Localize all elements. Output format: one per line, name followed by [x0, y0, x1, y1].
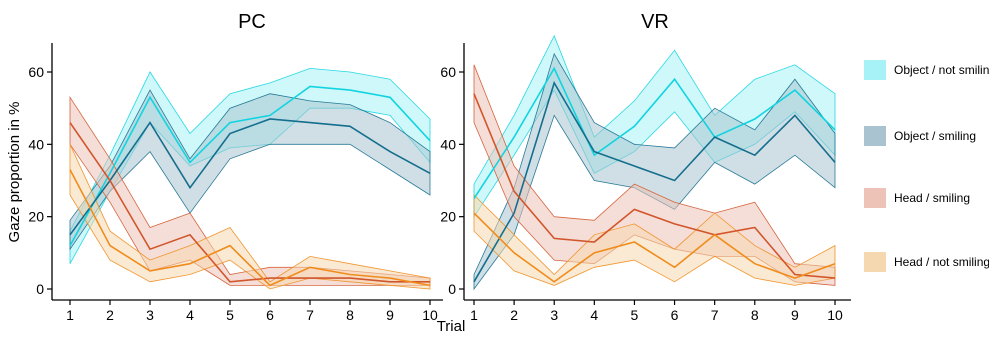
legend-label-head-smiling: Head / smiling [894, 191, 970, 205]
series-line-object-not-smiling [473, 66, 836, 200]
y-tick-label: 40 [28, 136, 44, 152]
y-tick-label: 40 [440, 136, 456, 152]
legend-label-head-not-smiling: Head / not smiling [894, 255, 989, 269]
legend-key-object-not-smiling [864, 60, 886, 80]
series-line-head-not-smiling [473, 212, 836, 283]
x-tick-label: 9 [386, 307, 394, 323]
x-tick-label: 7 [306, 307, 314, 323]
x-tick-label: 7 [711, 307, 719, 323]
x-tick-label: 2 [106, 307, 114, 323]
panel-title-pc: PC [238, 11, 266, 33]
x-tick-label: 6 [671, 307, 679, 323]
y-tick-label: 60 [28, 64, 44, 80]
series-line-object-smiling [69, 118, 431, 236]
x-tick-label: 10 [422, 307, 438, 323]
x-tick-label: 1 [470, 307, 478, 323]
y-tick-label: 60 [440, 64, 456, 80]
legend-key-object-smiling [864, 126, 886, 146]
x-tick-label: 3 [146, 307, 154, 323]
band-object-smiling [69, 89, 431, 251]
legend-label-object-not-smiling: Object / not smiling [894, 63, 989, 77]
y-tick-label: 20 [28, 209, 44, 225]
legend: Object / not smiling Object / smiling Head… [864, 60, 989, 272]
x-tick-label: 9 [791, 307, 799, 323]
series-line-head-not-smiling [69, 169, 431, 287]
panel-title-vr: VR [641, 11, 669, 33]
x-axis-title: Trial [437, 318, 466, 335]
x-tick-label: 8 [751, 307, 759, 323]
x-tick-label: 6 [266, 307, 274, 323]
band-head-not-smiling [69, 144, 431, 290]
x-tick-label: 1 [66, 307, 74, 323]
y-tick-label: 20 [440, 209, 456, 225]
x-tick-label: 8 [346, 307, 354, 323]
x-tick-label: 5 [226, 307, 234, 323]
legend-key-head-not-smiling [864, 252, 886, 272]
y-axis-title: Gaze proportion in % [6, 102, 23, 243]
x-tick-label: 4 [590, 307, 598, 323]
panel-pc: PC 0 20 40 60 1 2 3 4 5 6 7 8 9 10 [28, 11, 443, 323]
legend-label-object-smiling: Object / smiling [894, 129, 976, 143]
x-tick-label: 2 [510, 307, 518, 323]
series-line-object-not-smiling [69, 85, 431, 246]
band-object-smiling [473, 52, 836, 291]
x-tick-label: 4 [186, 307, 194, 323]
series-line-head-smiling [69, 122, 430, 283]
x-tick-label: 10 [827, 307, 843, 323]
y-tick-label: 0 [36, 281, 44, 297]
series-line-object-smiling [473, 80, 836, 283]
x-tick-label: 3 [550, 307, 558, 323]
legend-key-head-smiling [864, 188, 886, 208]
x-tick-label: 5 [631, 307, 639, 323]
series-line-head-smiling [473, 93, 836, 279]
y-tick-label: 0 [448, 281, 456, 297]
panel-vr: VR 0 20 40 60 1 2 3 4 5 6 7 8 9 10 [440, 11, 851, 323]
